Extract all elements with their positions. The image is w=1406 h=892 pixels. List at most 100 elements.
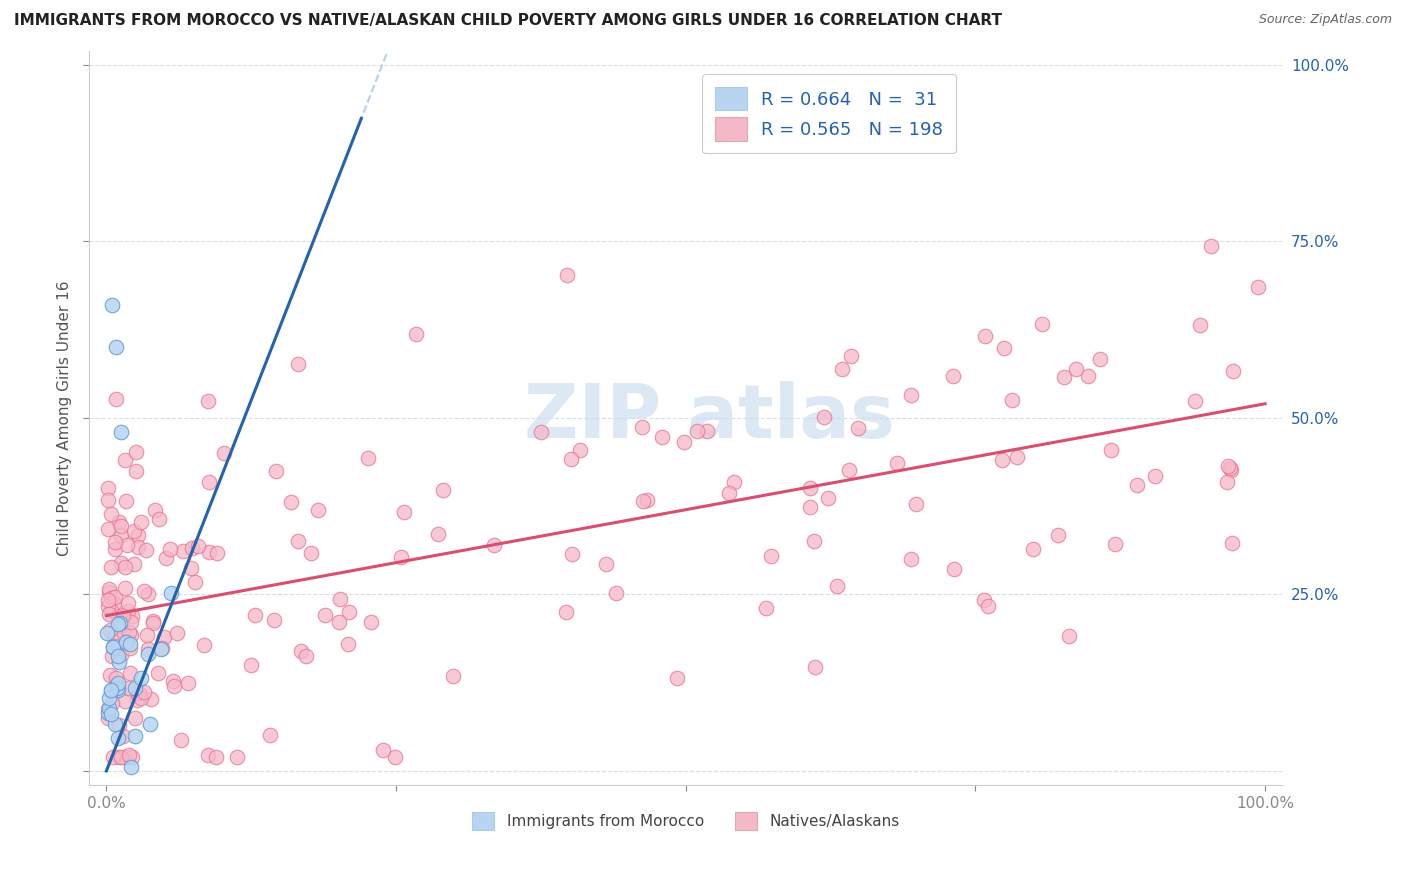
Point [110,425,132,439]
Point [100,560,122,574]
Point [1216,475,1239,490]
Point [905,497,928,511]
Point [101,749,124,764]
Point [96,593,118,607]
Point [240,657,263,672]
Point [159,586,181,600]
Point [120,628,142,642]
Point [314,608,336,623]
Point [110,749,132,764]
Point [900,388,922,402]
Point [118,624,141,639]
Point [120,641,142,656]
Point [114,635,136,649]
Point [166,625,188,640]
Point [146,666,169,681]
Point [371,743,394,757]
Point [150,641,173,656]
Point [105,671,128,685]
Point [110,518,132,533]
Point [97,701,120,715]
Point [105,677,128,691]
Point [110,528,132,542]
Point [117,604,139,618]
Point [561,548,583,562]
Point [900,552,922,566]
Point [153,630,176,644]
Point [159,541,181,556]
Point [405,327,427,342]
Point [155,551,177,566]
Point [193,638,215,652]
Point [177,675,200,690]
Point [124,557,146,571]
Point [1184,393,1206,408]
Point [124,711,146,725]
Point [290,644,312,658]
Point [1001,392,1024,407]
Point [107,749,129,764]
Point [111,608,134,623]
Point [831,361,853,376]
Point [328,615,350,630]
Point [287,534,309,549]
Point [121,609,143,624]
Point [427,527,450,541]
Point [101,298,124,312]
Point [441,668,464,682]
Point [595,557,617,571]
Point [686,425,709,439]
Point [357,451,380,466]
Point [973,593,995,607]
Point [97,582,120,596]
Point [104,716,127,731]
Point [813,409,835,424]
Point [104,542,127,557]
Point [107,648,129,663]
Legend: Immigrants from Morocco, Natives/Alaskans: Immigrants from Morocco, Natives/Alaskan… [465,806,905,836]
Point [104,392,127,406]
Point [1218,458,1240,473]
Point [1220,463,1243,477]
Point [120,665,142,680]
Point [1064,361,1087,376]
Point [114,749,136,764]
Point [717,485,740,500]
Point [329,591,352,606]
Point [197,747,219,762]
Point [110,648,132,663]
Point [181,541,204,555]
Point [103,630,125,644]
Point [803,660,825,674]
Point [942,369,965,384]
Point [143,502,166,516]
Point [97,585,120,599]
Point [96,492,118,507]
Point [1222,364,1244,378]
Text: IMMIGRANTS FROM MOROCCO VS NATIVE/ALASKAN CHILD POVERTY AMONG GIRLS UNDER 16 COR: IMMIGRANTS FROM MOROCCO VS NATIVE/ALASKA… [14,13,1002,29]
Text: ZIP atlas: ZIP atlas [524,382,896,454]
Point [280,495,302,509]
Point [977,599,1000,613]
Point [180,560,202,574]
Point [117,537,139,551]
Point [97,706,120,721]
Point [136,628,159,642]
Point [104,340,127,354]
Point [1047,528,1070,542]
Point [307,502,329,516]
Point [991,453,1014,467]
Point [384,749,406,764]
Point [264,464,287,478]
Point [432,483,454,498]
Point [127,540,149,554]
Point [205,546,228,560]
Point [197,475,219,489]
Point [1088,352,1111,367]
Point [105,681,128,696]
Point [337,638,360,652]
Point [107,609,129,624]
Point [103,596,125,610]
Point [125,464,148,478]
Point [299,546,322,560]
